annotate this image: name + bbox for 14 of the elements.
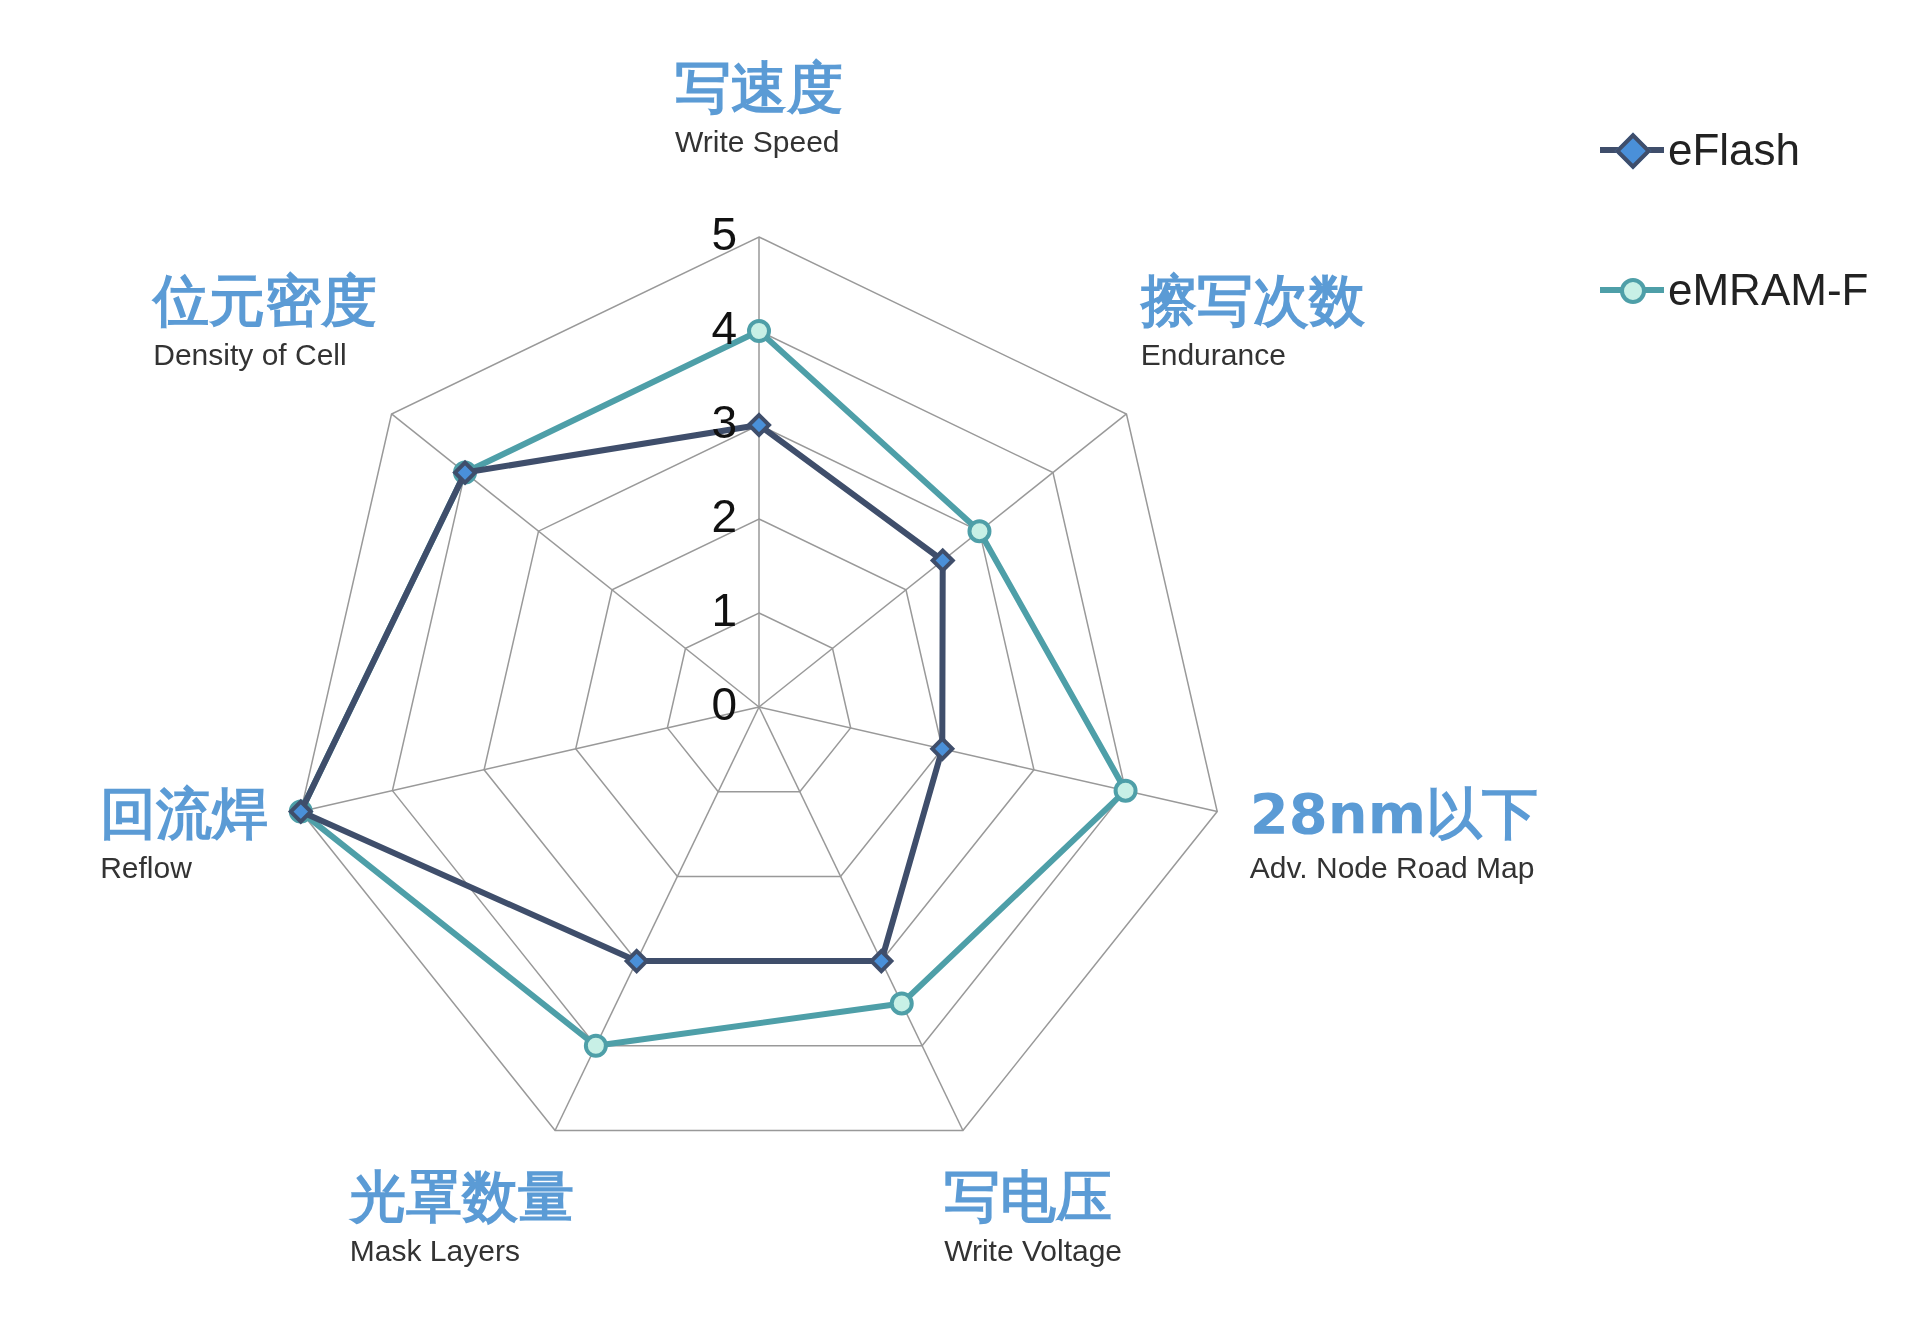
spoke-label: 28nm以下 Adv. Node Road Map: [1249, 780, 1538, 884]
spoke-label: 写速度 Write Speed: [675, 55, 843, 158]
spoke-label: 擦写次数 Endurance: [1138, 267, 1366, 371]
spoke-label: 回流焊 Reflow: [100, 780, 269, 884]
y-tick-label: 4: [711, 301, 737, 354]
spoke-label: 位元密度 Density of Cell: [151, 267, 378, 371]
y-tick-label: 2: [711, 489, 737, 542]
spoke-label: 写电压 Write Voltage: [944, 1164, 1123, 1268]
y-tick-label: 1: [711, 583, 737, 636]
legend-label: eMRAM-F: [1668, 265, 1869, 315]
spoke-label: 光罩数量 Mask Layers: [347, 1164, 574, 1268]
legend-label: eFlash: [1668, 125, 1801, 175]
y-tick-label: 5: [711, 207, 737, 260]
y-tick-label: 0: [711, 677, 737, 730]
